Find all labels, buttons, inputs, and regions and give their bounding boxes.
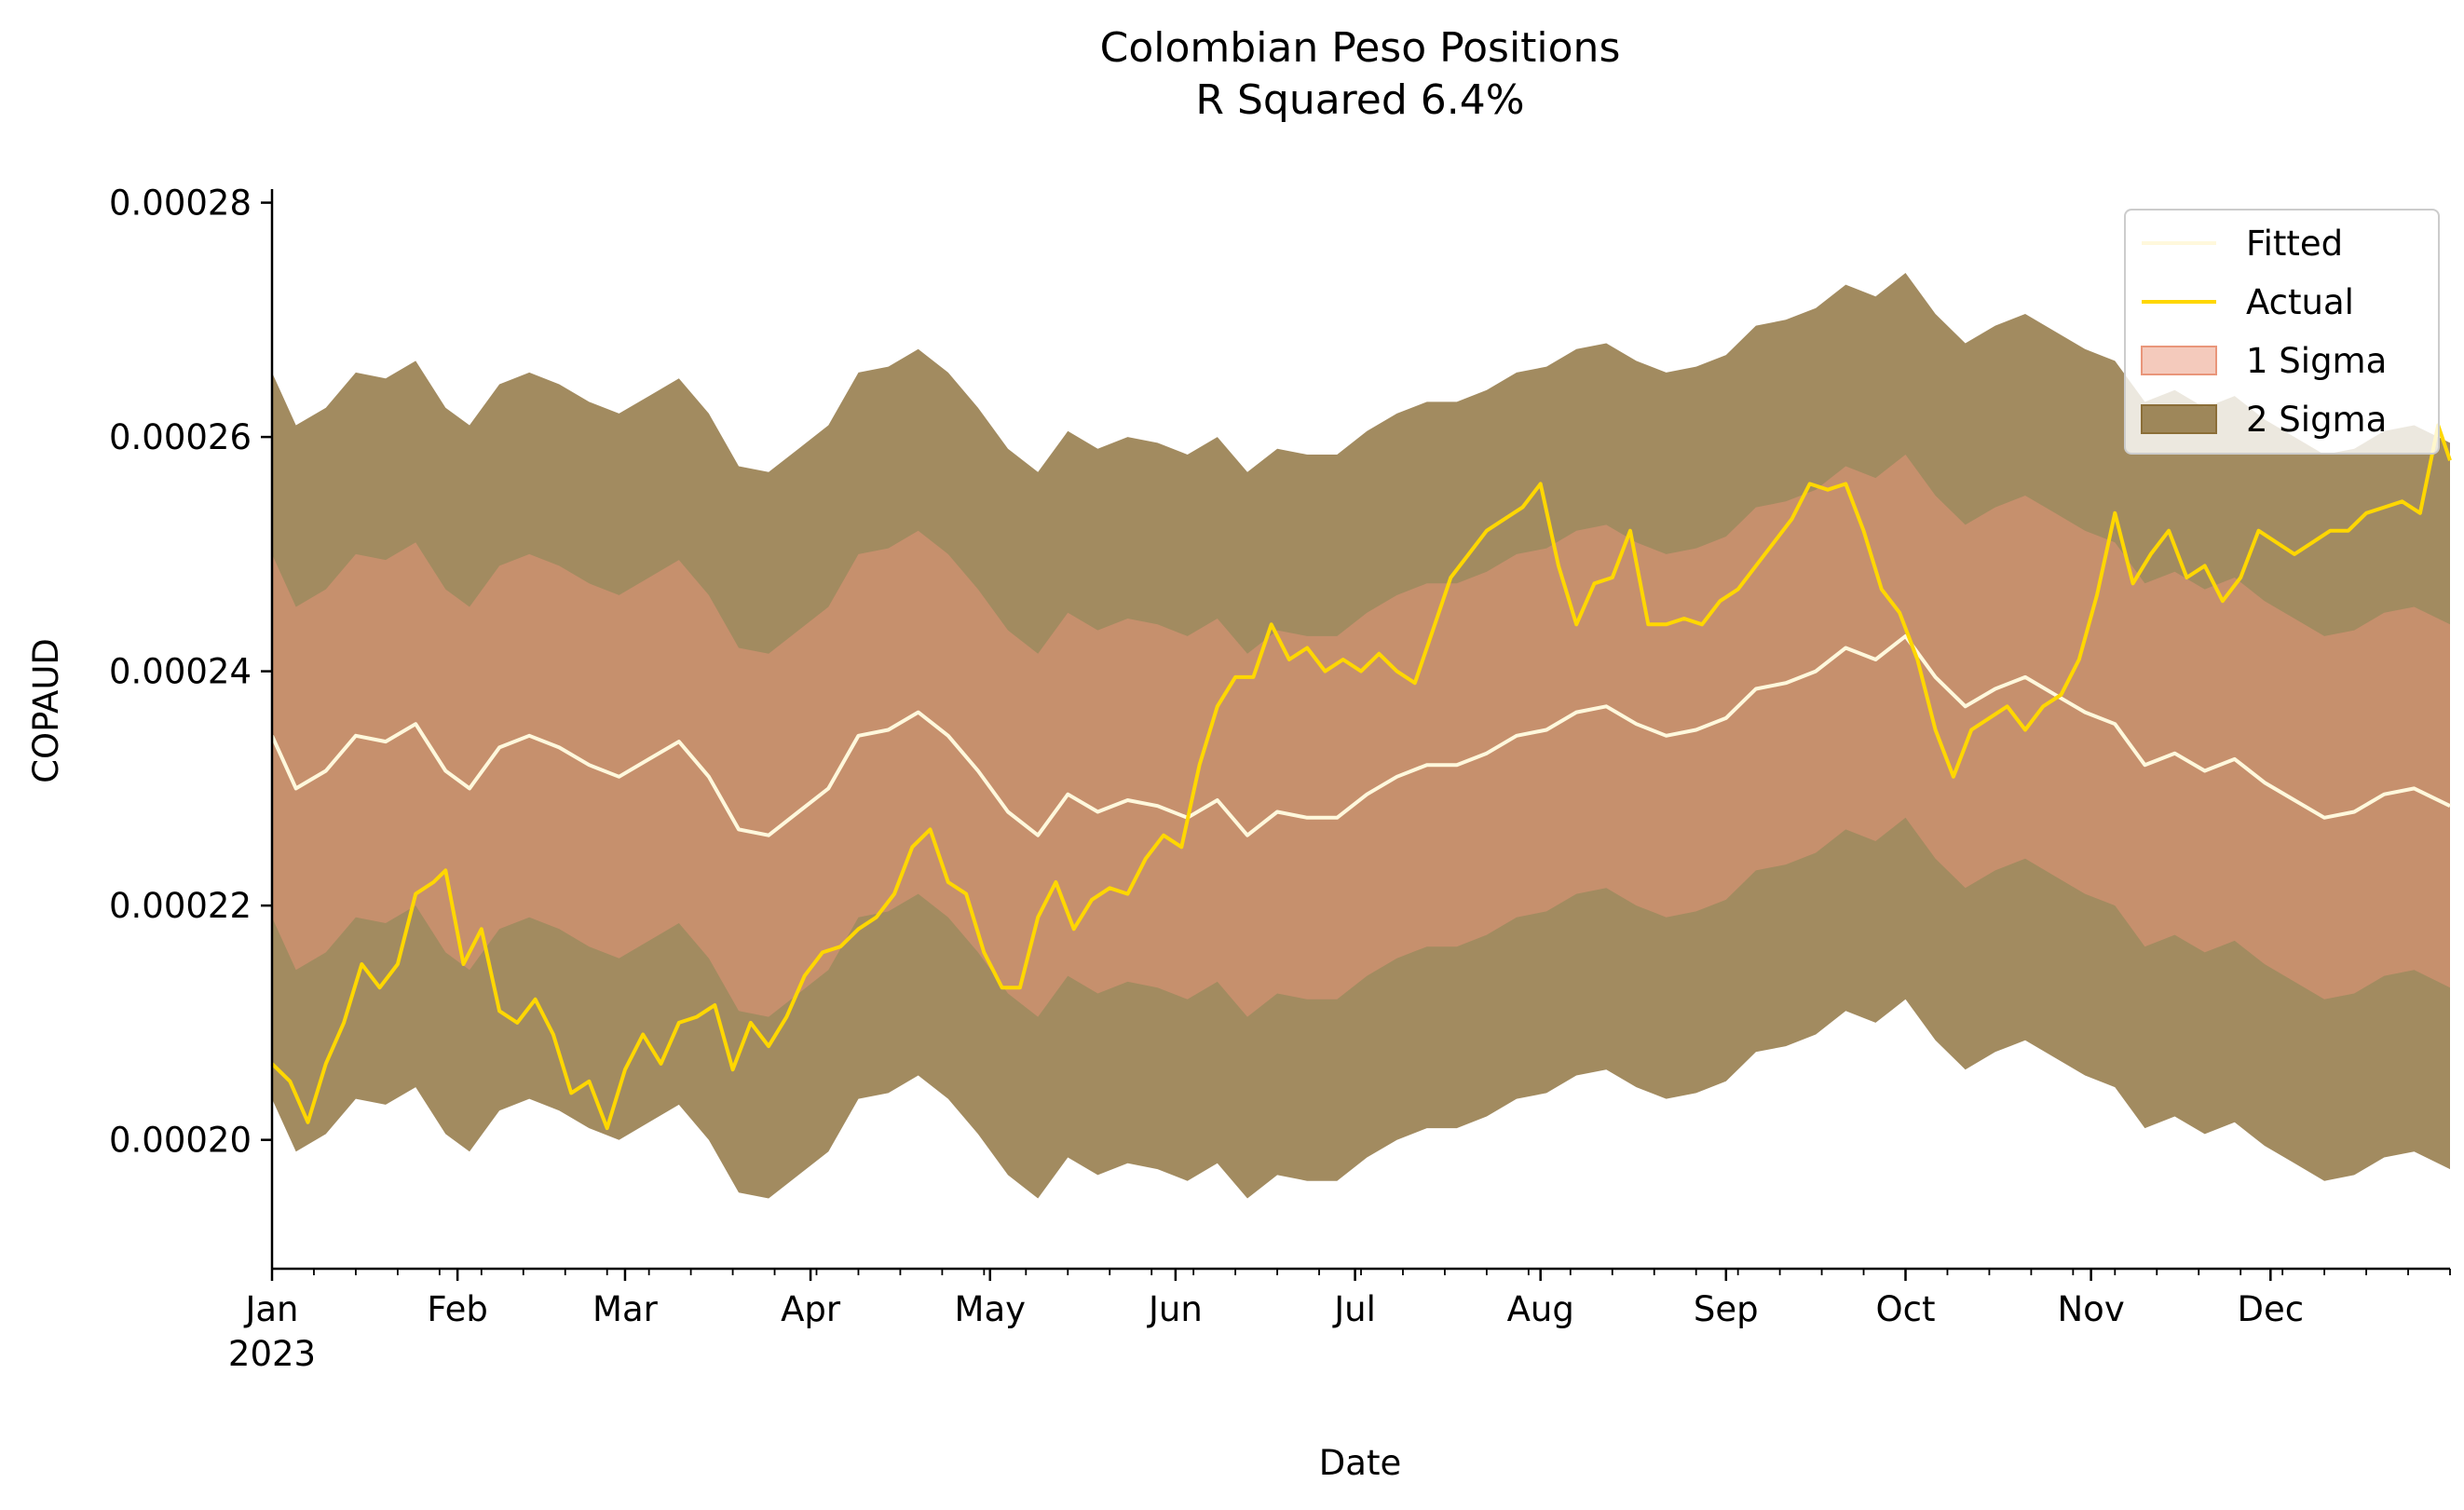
legend-label: 2 Sigma [2246,400,2387,440]
x-tick-label: May [955,1289,1027,1329]
x-axis-label: Date [1319,1443,1401,1483]
series-line-fitted [270,633,2451,837]
y-axis-label: COPAUD [26,638,66,783]
x-tick-label: Sep [1694,1289,1759,1329]
x-tick-label: Oct [1876,1289,1936,1329]
x-tick-label: Aug [1507,1289,1574,1329]
legend: Fitted Actual 1 Sigma 2 Sigma [2124,209,2440,455]
chart-subtitle: R Squared 6.4% [1195,76,1524,124]
series-lines [270,423,2452,1131]
legend-label: Fitted [2246,224,2343,264]
legend-swatch-2-sigma [2141,404,2217,434]
y-tick-label: 0.00024 [109,652,252,692]
x-tick-label: Feb [427,1289,488,1329]
x-tick-label: Nov [2058,1289,2125,1329]
x-tick-label: Mar [592,1289,659,1329]
series-line-actual [270,423,2452,1131]
x-tick-label: Jan [243,1289,298,1329]
legend-label: Actual [2246,282,2354,322]
axes: 0.00020 0.00022 0.00024 0.00026 0.00028 Jan Fe… [109,184,2451,1374]
y-tick-label: 0.00026 [109,417,252,457]
y-tick-label: 0.00028 [109,184,252,224]
legend-box [2124,209,2440,455]
y-tick-label: 0.00022 [109,886,252,926]
x-tick-label: Apr [781,1289,841,1329]
legend-swatch-1-sigma [2141,346,2217,375]
band-1-sigma [272,455,2450,1017]
chart-title-group: Colombian Peso Positions R Squared 6.4% [1100,24,1621,124]
y-tick-label: 0.00020 [109,1121,252,1161]
chart-title: Colombian Peso Positions [1100,24,1621,72]
legend-label: 1 Sigma [2246,341,2387,381]
x-tick-label: Dec [2238,1289,2305,1329]
sigma-bands [272,273,2450,1199]
x-year-label: 2023 [228,1334,316,1374]
x-tick-label: Jun [1147,1289,1203,1329]
x-tick-label: Jul [1332,1289,1376,1329]
